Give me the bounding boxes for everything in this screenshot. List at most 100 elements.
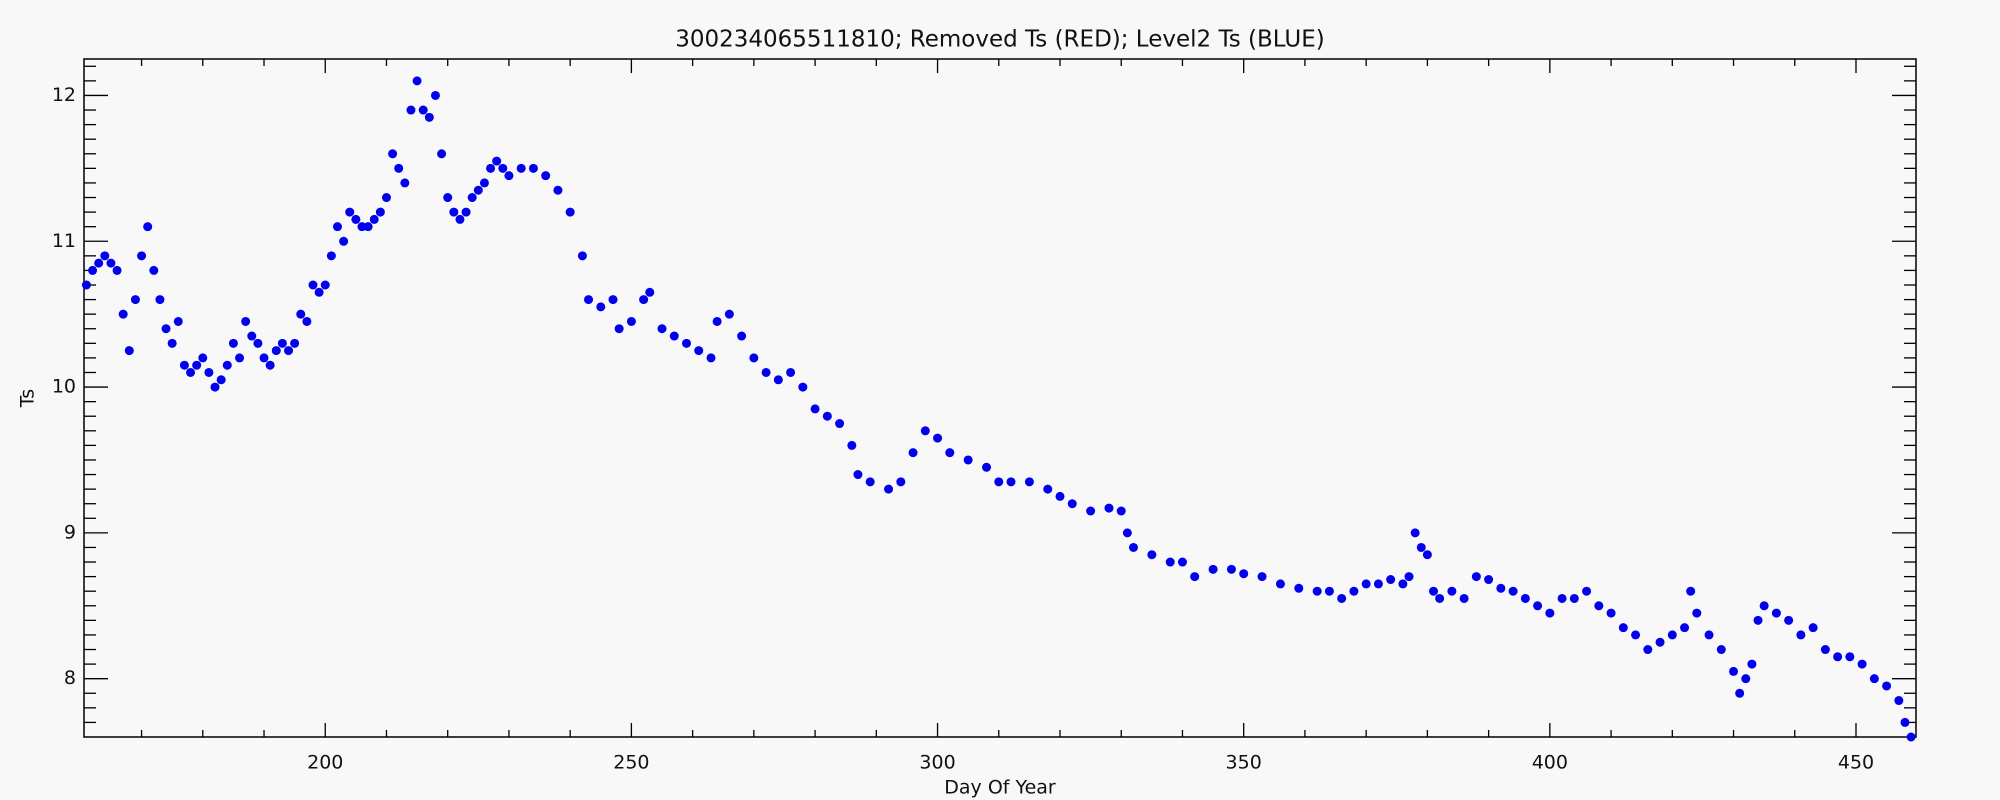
data-point: [277, 338, 287, 348]
data-point: [1796, 630, 1806, 640]
data-point: [394, 163, 404, 173]
data-point: [1784, 615, 1794, 625]
data-point: [994, 477, 1004, 487]
data-point: [259, 353, 269, 363]
data-point: [1104, 503, 1114, 513]
data-point: [584, 295, 594, 305]
data-point: [1680, 623, 1690, 633]
data-point: [1643, 645, 1653, 655]
data-point: [724, 309, 734, 319]
data-point: [265, 360, 275, 370]
data-point: [1361, 579, 1371, 589]
data-point: [810, 404, 820, 414]
data-point: [88, 265, 98, 275]
data-point: [228, 338, 238, 348]
data-point: [553, 185, 563, 195]
data-point: [1404, 572, 1414, 582]
data-point: [1606, 608, 1616, 618]
data-point: [528, 163, 538, 173]
data-point: [198, 353, 208, 363]
data-point: [1735, 688, 1745, 698]
data-point: [1771, 608, 1781, 618]
data-point: [1729, 666, 1739, 676]
data-point: [1190, 572, 1200, 582]
x-tick-label: 350: [1226, 752, 1262, 774]
data-point: [1386, 575, 1396, 585]
data-point: [437, 149, 447, 159]
data-point: [241, 316, 251, 326]
data-point: [1845, 652, 1855, 662]
x-tick-label: 450: [1838, 752, 1874, 774]
data-point: [608, 295, 618, 305]
data-point: [1147, 550, 1157, 560]
data-point: [577, 251, 587, 261]
data-point: [363, 222, 373, 232]
data-point: [130, 295, 140, 305]
data-point: [1667, 630, 1677, 640]
data-point: [167, 338, 177, 348]
data-point: [290, 338, 300, 348]
data-point: [186, 367, 196, 377]
data-point: [1533, 601, 1543, 611]
x-tick-label: 250: [613, 752, 649, 774]
data-point: [143, 222, 153, 232]
data-point: [1177, 557, 1187, 567]
data-point: [773, 375, 783, 385]
data-point: [1055, 491, 1065, 501]
x-tick-label: 300: [919, 752, 955, 774]
data-point: [1618, 623, 1628, 633]
data-point: [1496, 583, 1506, 593]
data-point: [1398, 579, 1408, 589]
data-point: [375, 207, 385, 217]
data-point: [1165, 557, 1175, 567]
y-axis-label: Ts: [17, 389, 39, 408]
data-point: [1808, 623, 1818, 633]
data-point: [1447, 586, 1457, 596]
data-point: [332, 222, 342, 232]
data-point: [920, 426, 930, 436]
data-point: [449, 207, 459, 217]
data-point: [1122, 528, 1132, 538]
data-point: [896, 477, 906, 487]
data-point: [81, 280, 91, 290]
data-point: [706, 353, 716, 363]
data-point: [1349, 586, 1359, 596]
data-point: [822, 411, 832, 421]
data-point: [1594, 601, 1604, 611]
data-point: [486, 163, 496, 173]
y-tick-label: 8: [64, 667, 76, 689]
data-point: [455, 214, 465, 224]
data-point: [657, 324, 667, 334]
data-point: [235, 353, 245, 363]
data-point: [853, 470, 863, 480]
data-point: [1704, 630, 1714, 640]
data-point: [296, 309, 306, 319]
data-point: [1043, 484, 1053, 494]
data-point: [963, 455, 973, 465]
data-point: [247, 331, 257, 341]
y-tick-label: 11: [52, 230, 76, 252]
data-point: [1429, 586, 1439, 596]
data-point: [369, 214, 379, 224]
data-point: [1373, 579, 1383, 589]
data-point: [192, 360, 202, 370]
data-point: [106, 258, 116, 268]
data-point: [1545, 608, 1555, 618]
data-point: [614, 324, 624, 334]
data-point: [1631, 630, 1641, 640]
data-point: [1882, 681, 1892, 691]
data-point: [786, 367, 796, 377]
data-point: [302, 316, 312, 326]
data-point: [400, 178, 410, 188]
data-point: [908, 448, 918, 458]
data-point: [945, 448, 955, 458]
data-point: [682, 338, 692, 348]
data-point: [339, 236, 349, 246]
y-tick-label: 9: [64, 521, 76, 543]
data-point: [418, 105, 428, 115]
x-tick-label: 400: [1532, 752, 1568, 774]
chart-title: 300234065511810; Removed Ts (RED); Level…: [675, 27, 1325, 53]
data-point: [345, 207, 355, 217]
